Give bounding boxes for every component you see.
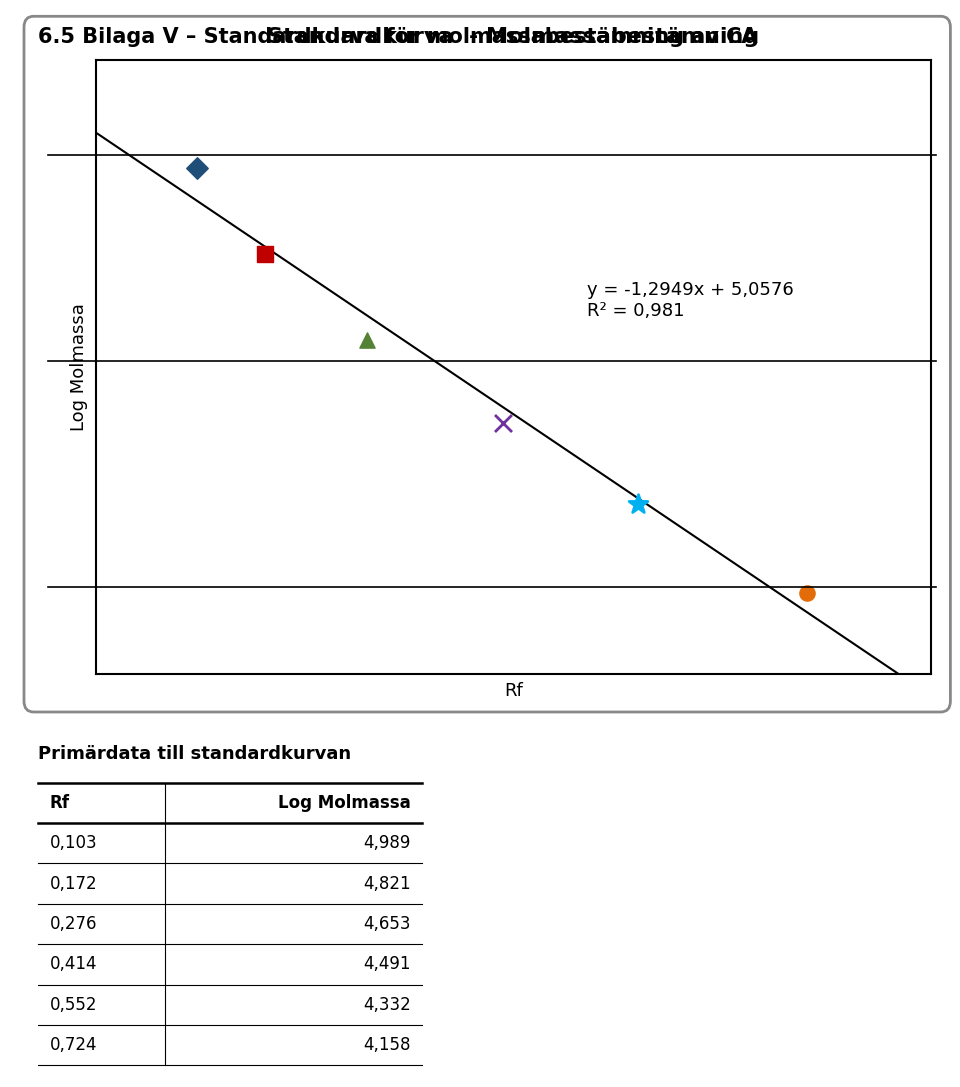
- Text: Log Molmassa: Log Molmassa: [278, 794, 411, 812]
- Point: [631, 496, 646, 513]
- Text: 0,103: 0,103: [50, 834, 98, 852]
- Title: Standardkurva  - Molmassabestämning: Standardkurva - Molmassabestämning: [268, 27, 759, 47]
- Point: [257, 245, 273, 262]
- Text: y = -1,2949x + 5,0576
R² = 0,981: y = -1,2949x + 5,0576 R² = 0,981: [588, 280, 794, 320]
- Text: 4,653: 4,653: [364, 915, 411, 933]
- Text: 4,491: 4,491: [364, 955, 411, 973]
- Point: [495, 414, 511, 432]
- X-axis label: Rf: Rf: [504, 683, 523, 700]
- Text: 0,172: 0,172: [50, 875, 98, 892]
- Text: 0,276: 0,276: [50, 915, 97, 933]
- Text: Rf: Rf: [50, 794, 70, 812]
- Text: 0,552: 0,552: [50, 996, 97, 1014]
- Point: [189, 159, 204, 176]
- Text: Primärdata till standardkurvan: Primärdata till standardkurvan: [38, 745, 351, 763]
- Text: 4,821: 4,821: [363, 875, 411, 892]
- Text: 6.5 Bilaga V – Standardkurva för molmassabestämning av CA: 6.5 Bilaga V – Standardkurva för molmass…: [38, 27, 757, 47]
- Text: 0,724: 0,724: [50, 1036, 97, 1054]
- Text: 0,414: 0,414: [50, 955, 97, 973]
- Point: [800, 585, 815, 602]
- Point: [359, 332, 374, 349]
- Y-axis label: Log Molmassa: Log Molmassa: [70, 303, 87, 430]
- Text: 4,158: 4,158: [364, 1036, 411, 1054]
- Text: 4,989: 4,989: [364, 834, 411, 852]
- Text: 4,332: 4,332: [363, 996, 411, 1014]
